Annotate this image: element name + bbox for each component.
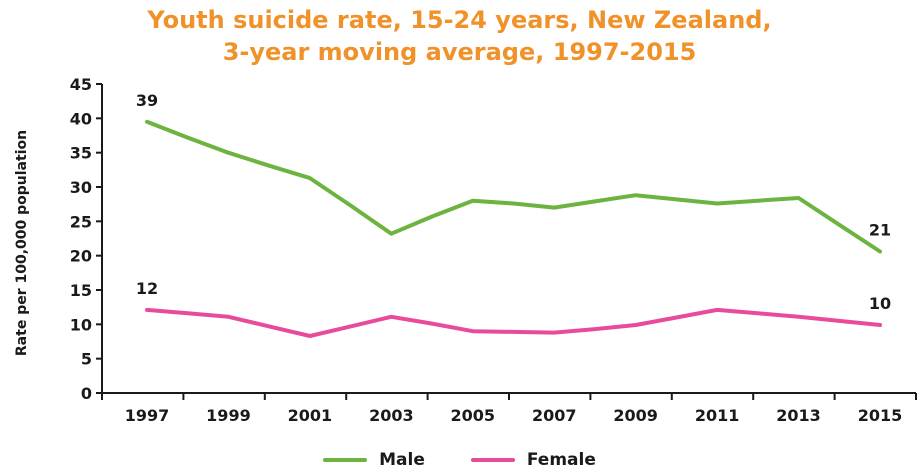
series-line-female: [145, 307, 882, 338]
x-tick-label: 2003: [369, 406, 414, 425]
y-tick-label: 35: [70, 144, 92, 163]
chart-data-labels: 39 21 12 10: [136, 91, 891, 313]
chart-axes: 0 5 10 15 20 25 30 35 40 45 1997 1999 2001 2003 2005 20…: [70, 75, 917, 425]
x-tick-label: 2011: [695, 406, 740, 425]
x-tick-label: 2001: [288, 406, 333, 425]
chart-series: [145, 119, 882, 338]
legend-swatch-male: [323, 458, 368, 462]
legend: Male Female: [0, 450, 919, 470]
y-tick-label: 40: [70, 109, 92, 128]
x-tick-label: 1999: [206, 406, 251, 425]
data-label-male-2015: 21: [869, 221, 891, 240]
x-tick-label: 1997: [125, 406, 170, 425]
data-label-female-2015: 10: [869, 294, 891, 313]
y-tick-label: 45: [70, 75, 92, 94]
y-tick-label: 10: [70, 315, 92, 334]
legend-swatch-female: [470, 458, 515, 462]
y-tick-label: 30: [70, 178, 92, 197]
chart-title-line-2: 3-year moving average, 1997-2015: [222, 38, 697, 66]
x-tick-label: 2007: [532, 406, 577, 425]
legend-label-female: Female: [526, 450, 596, 470]
y-tick-label: 5: [81, 350, 92, 369]
y-tick-label: 15: [70, 281, 92, 300]
chart-title-line-1: Youth suicide rate, 15-24 years, New Zea…: [147, 6, 772, 34]
legend-item-male: Male: [323, 450, 425, 470]
data-label-female-1997: 12: [136, 279, 158, 298]
y-axis-label: Rate per 100,000 population: [14, 130, 30, 356]
x-tick-label: 2009: [613, 406, 658, 425]
data-label-male-1997: 39: [136, 91, 158, 110]
chart-title: Youth suicide rate, 15-24 years, New Zea…: [0, 4, 919, 68]
y-tick-label: 25: [70, 212, 92, 231]
y-tick-label: 20: [70, 247, 92, 266]
legend-label-male: Male: [379, 450, 425, 470]
legend-item-female: Female: [470, 450, 596, 470]
series-line-male: [145, 119, 882, 254]
x-tick-label: 2015: [858, 406, 903, 425]
x-tick-label: 2005: [451, 406, 496, 425]
y-tick-label: 0: [81, 384, 92, 403]
x-tick-label: 2013: [776, 406, 821, 425]
